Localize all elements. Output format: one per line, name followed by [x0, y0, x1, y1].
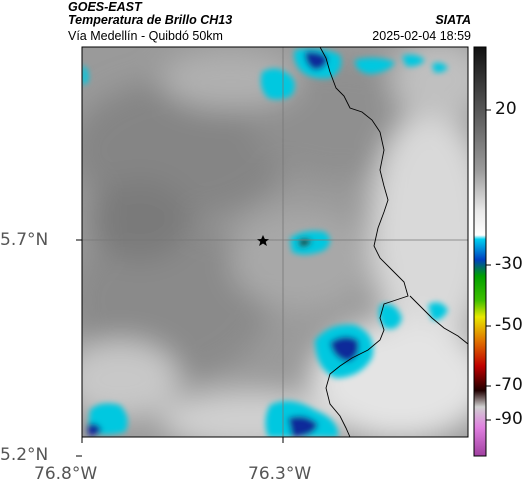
colorbar-tick-label: -50 [495, 315, 523, 335]
star-icon [257, 235, 269, 246]
colorbar-tick-label: -30 [495, 254, 523, 274]
colorbar-tick-label: -90 [495, 409, 523, 429]
department-border-east [409, 295, 468, 345]
satellite-label: GOES-EAST [68, 0, 142, 14]
colorbar-tick-label: -70 [495, 375, 523, 395]
brand-label: SIATA [435, 13, 471, 27]
region-subtitle: Vía Medellín - Quibdó 50km [68, 29, 223, 43]
department-border [319, 47, 409, 437]
map-frame [81, 46, 469, 438]
satellite-image [82, 47, 468, 437]
cold-cloud-cells [82, 48, 448, 437]
x-tick-label: 76.3°W [248, 464, 312, 484]
timestamp: 2025-02-04 18:59 [372, 29, 471, 43]
x-tick-label: 76.8°W [34, 464, 98, 484]
colorbar [473, 46, 491, 457]
y-tick-label: 5.7°N [0, 230, 49, 250]
y-tick-label: 5.2°N [0, 445, 49, 465]
colorbar-tick-label: 20 [495, 99, 517, 119]
product-title: Temperatura de Brillo CH13 [68, 13, 233, 27]
